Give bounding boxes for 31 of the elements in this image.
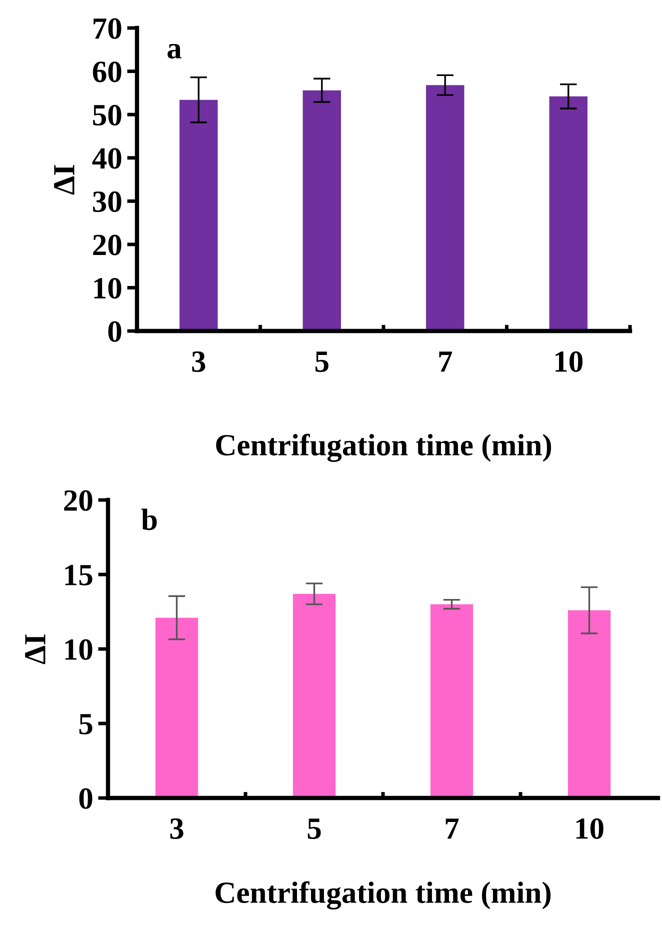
- x-tick-label: 10: [576, 818, 604, 839]
- x-tick-label: 3: [192, 351, 206, 372]
- y-tick-label: 40: [92, 148, 122, 169]
- y-tick-label: 60: [92, 62, 122, 82]
- bar: [549, 96, 588, 331]
- y-axis-title: ΔI: [25, 634, 46, 664]
- bar: [426, 85, 464, 331]
- y-tick-label: 0: [79, 788, 92, 809]
- bar: [180, 100, 218, 331]
- y-tick-label: 30: [93, 191, 122, 212]
- x-tick-label: 5: [315, 352, 328, 372]
- y-axis-title: ΔI: [54, 165, 74, 195]
- y-tick-label: 15: [65, 564, 92, 586]
- x-tick-label: 7: [439, 352, 452, 372]
- x-tick-label: 5: [308, 818, 321, 839]
- y-tick-label: 10: [94, 278, 122, 299]
- y-tick-label: 20: [93, 234, 122, 256]
- x-axis-title: Centrifugation time (min): [216, 881, 551, 910]
- annotation: a: [168, 44, 182, 59]
- x-tick-label: 7: [446, 818, 459, 839]
- annotation: b: [141, 508, 157, 530]
- y-tick-label: 5: [79, 714, 92, 734]
- x-tick-label: 10: [556, 351, 582, 372]
- y-tick-label: 50: [93, 104, 122, 126]
- y-tick-label: 20: [64, 490, 92, 511]
- y-tick-label: 10: [65, 639, 92, 660]
- x-axis-title: Centrifugation time (min): [216, 434, 552, 462]
- y-tick-label: 0: [108, 321, 122, 342]
- y-tick-label: 70: [94, 18, 122, 39]
- bar: [302, 90, 341, 331]
- x-tick-label: 3: [170, 818, 184, 839]
